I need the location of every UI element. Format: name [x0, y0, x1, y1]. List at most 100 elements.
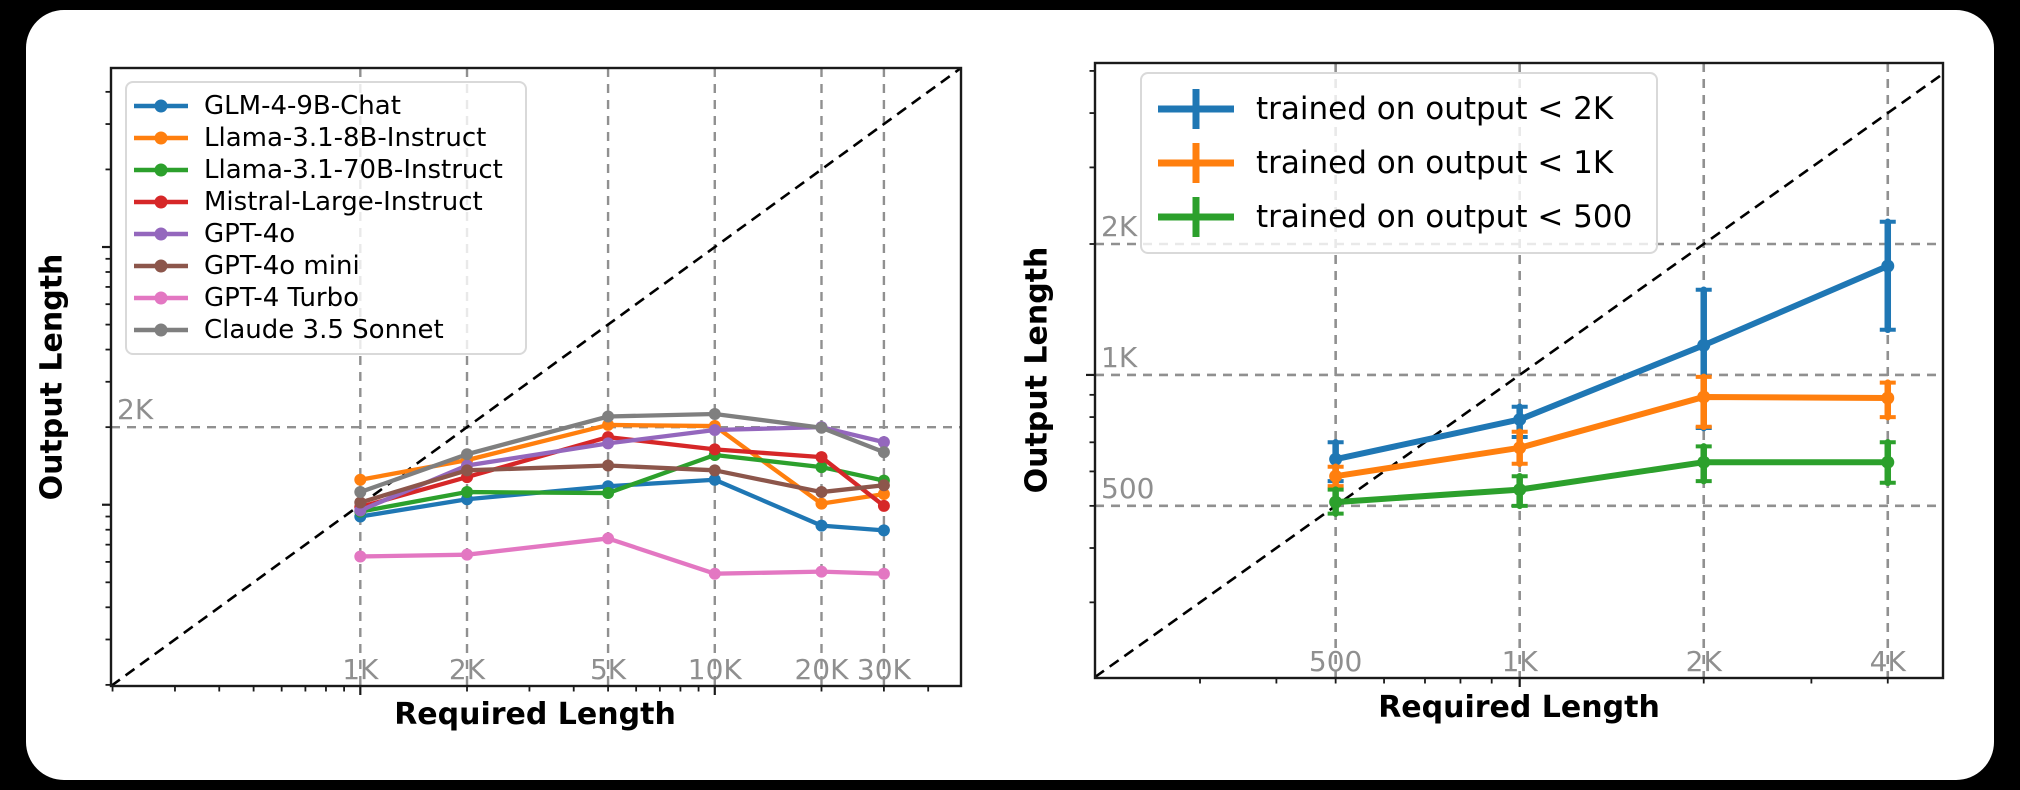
legend-item: trained on output < 500	[1158, 190, 1632, 244]
legend-item-label: GPT-4 Turbo	[204, 283, 360, 313]
legend-item-label: Llama-3.1-70B-Instruct	[204, 155, 503, 185]
y-tick-label: 1K	[1101, 341, 1138, 374]
data-point-marker	[461, 464, 474, 477]
left-chart-y-axis-label: Output Length	[34, 253, 70, 501]
series-line	[358, 422, 887, 506]
left-chart-plot: 1K 2K 5K 10K 20K 30K 2K	[102, 66, 963, 695]
data-point-marker	[1881, 259, 1895, 273]
legend-item: GPT-4 Turbo	[134, 282, 503, 314]
series-line	[1332, 393, 1891, 480]
identity-diagonal-line	[1094, 72, 1944, 679]
legend-item-label: GPT-4o mini	[204, 251, 360, 281]
legend-line-marker-swatch	[134, 227, 188, 241]
data-point-marker	[1329, 495, 1343, 509]
series-line	[358, 477, 887, 533]
data-point-marker	[815, 519, 828, 532]
data-point-marker	[708, 423, 721, 436]
right-chart-plot: 500 1K 2K 4K 2K 1K 500	[1086, 61, 1945, 687]
legend-item-label: trained on output < 2K	[1256, 91, 1614, 127]
x-tick-label: 30K	[857, 653, 912, 686]
series-4	[354, 421, 890, 517]
legend-line-marker-swatch	[134, 99, 188, 113]
data-point-marker	[354, 550, 367, 563]
data-point-marker	[1329, 469, 1343, 483]
series-6	[354, 532, 890, 580]
series-line	[1332, 263, 1891, 463]
data-point-marker	[815, 421, 828, 434]
x-tick-label: 2K	[1686, 645, 1723, 678]
series-line	[1332, 459, 1891, 506]
data-point-marker	[877, 524, 890, 537]
plot-border-spines	[109, 66, 963, 688]
data-point-marker	[354, 486, 367, 499]
legend-item: trained on output < 2K	[1158, 82, 1632, 136]
series-line	[358, 411, 887, 495]
legend-errorbar-swatch	[1158, 143, 1234, 183]
data-point-marker	[708, 567, 721, 580]
y-tick-label: 2K	[1101, 210, 1138, 243]
data-point-marker	[354, 496, 367, 509]
data-point-marker	[877, 567, 890, 580]
data-point-marker	[461, 486, 474, 499]
plot-border-spines	[1093, 61, 1945, 680]
data-point-marker	[1881, 391, 1895, 405]
legend-item-label: GLM-4-9B-Chat	[204, 91, 401, 121]
y-tick-label: 500	[1101, 472, 1154, 505]
y-tick-label: 2K	[117, 393, 154, 426]
data-point-marker	[815, 461, 828, 474]
data-point-marker	[1513, 483, 1527, 497]
legend-item: GPT-4o mini	[134, 250, 503, 282]
series-line	[358, 452, 887, 514]
data-point-marker	[815, 451, 828, 464]
series-line	[358, 463, 887, 505]
left-chart-legend: GLM-4-9B-Chat Llama-3.1-8B-Instruct Llama-…	[125, 81, 527, 355]
x-tick-label: 20K	[794, 653, 849, 686]
data-point-marker	[877, 479, 890, 492]
legend-item-label: Llama-3.1-8B-Instruct	[204, 123, 487, 153]
data-point-marker	[708, 464, 721, 477]
legend-line-marker-swatch	[134, 131, 188, 145]
data-point-marker	[877, 488, 890, 501]
data-point-marker	[602, 437, 615, 450]
legend-item-label: GPT-4o	[204, 219, 296, 249]
data-point-marker	[877, 446, 890, 459]
data-point-marker	[602, 418, 615, 431]
x-tick-label: 500	[1309, 645, 1362, 678]
data-point-marker	[708, 443, 721, 456]
data-point-marker	[1513, 441, 1527, 455]
legend-line-marker-swatch	[134, 259, 188, 273]
legend-errorbar-swatch	[1158, 197, 1234, 237]
legend-line-marker-swatch	[134, 291, 188, 305]
data-point-marker	[815, 486, 828, 499]
legend-line-marker-swatch	[134, 195, 188, 209]
right-chart-y-axis-label: Output Length	[1019, 246, 1055, 494]
series-7	[354, 407, 890, 499]
legend-item: Llama-3.1-8B-Instruct	[134, 122, 503, 154]
data-point-marker	[602, 532, 615, 545]
x-tick-label: 10K	[688, 653, 743, 686]
series-2	[1327, 439, 1896, 517]
series-1	[1327, 373, 1896, 490]
data-point-marker	[461, 548, 474, 561]
right-chart-x-axis-label: Required Length	[1378, 690, 1660, 725]
x-tick-label: 2K	[449, 653, 486, 686]
data-point-marker	[1513, 412, 1527, 426]
data-point-marker	[1697, 338, 1711, 352]
x-tick-label: 5K	[590, 653, 627, 686]
legend-line-marker-swatch	[134, 323, 188, 337]
series-line	[358, 434, 887, 510]
legend-item-label: Claude 3.5 Sonnet	[204, 315, 444, 345]
legend-item: GLM-4-9B-Chat	[134, 90, 503, 122]
legend-item: Claude 3.5 Sonnet	[134, 314, 503, 346]
data-point-marker	[708, 407, 721, 420]
left-chart-x-axis-label: Required Length	[394, 697, 676, 732]
right-chart-legend: trained on output < 2K trained on output …	[1140, 72, 1659, 254]
data-point-marker	[815, 497, 828, 510]
legend-item: trained on output < 1K	[1158, 136, 1632, 190]
data-point-marker	[877, 436, 890, 449]
identity-diagonal-line	[110, 66, 962, 688]
data-point-marker	[708, 473, 721, 486]
data-point-marker	[1881, 455, 1895, 469]
series-5	[354, 459, 890, 509]
data-point-marker	[602, 459, 615, 472]
